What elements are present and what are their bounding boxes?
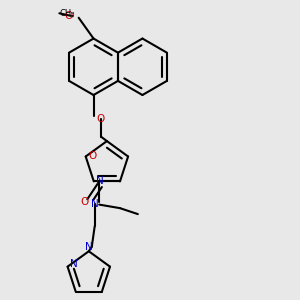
Text: O: O [88,152,96,161]
Text: N: N [91,199,99,209]
Text: O: O [97,114,105,124]
Text: N: N [85,242,93,252]
Text: O: O [80,197,88,207]
Text: N: N [97,176,104,186]
Text: CH₃: CH₃ [59,9,75,18]
Text: O: O [64,11,72,21]
Text: N: N [70,259,77,269]
